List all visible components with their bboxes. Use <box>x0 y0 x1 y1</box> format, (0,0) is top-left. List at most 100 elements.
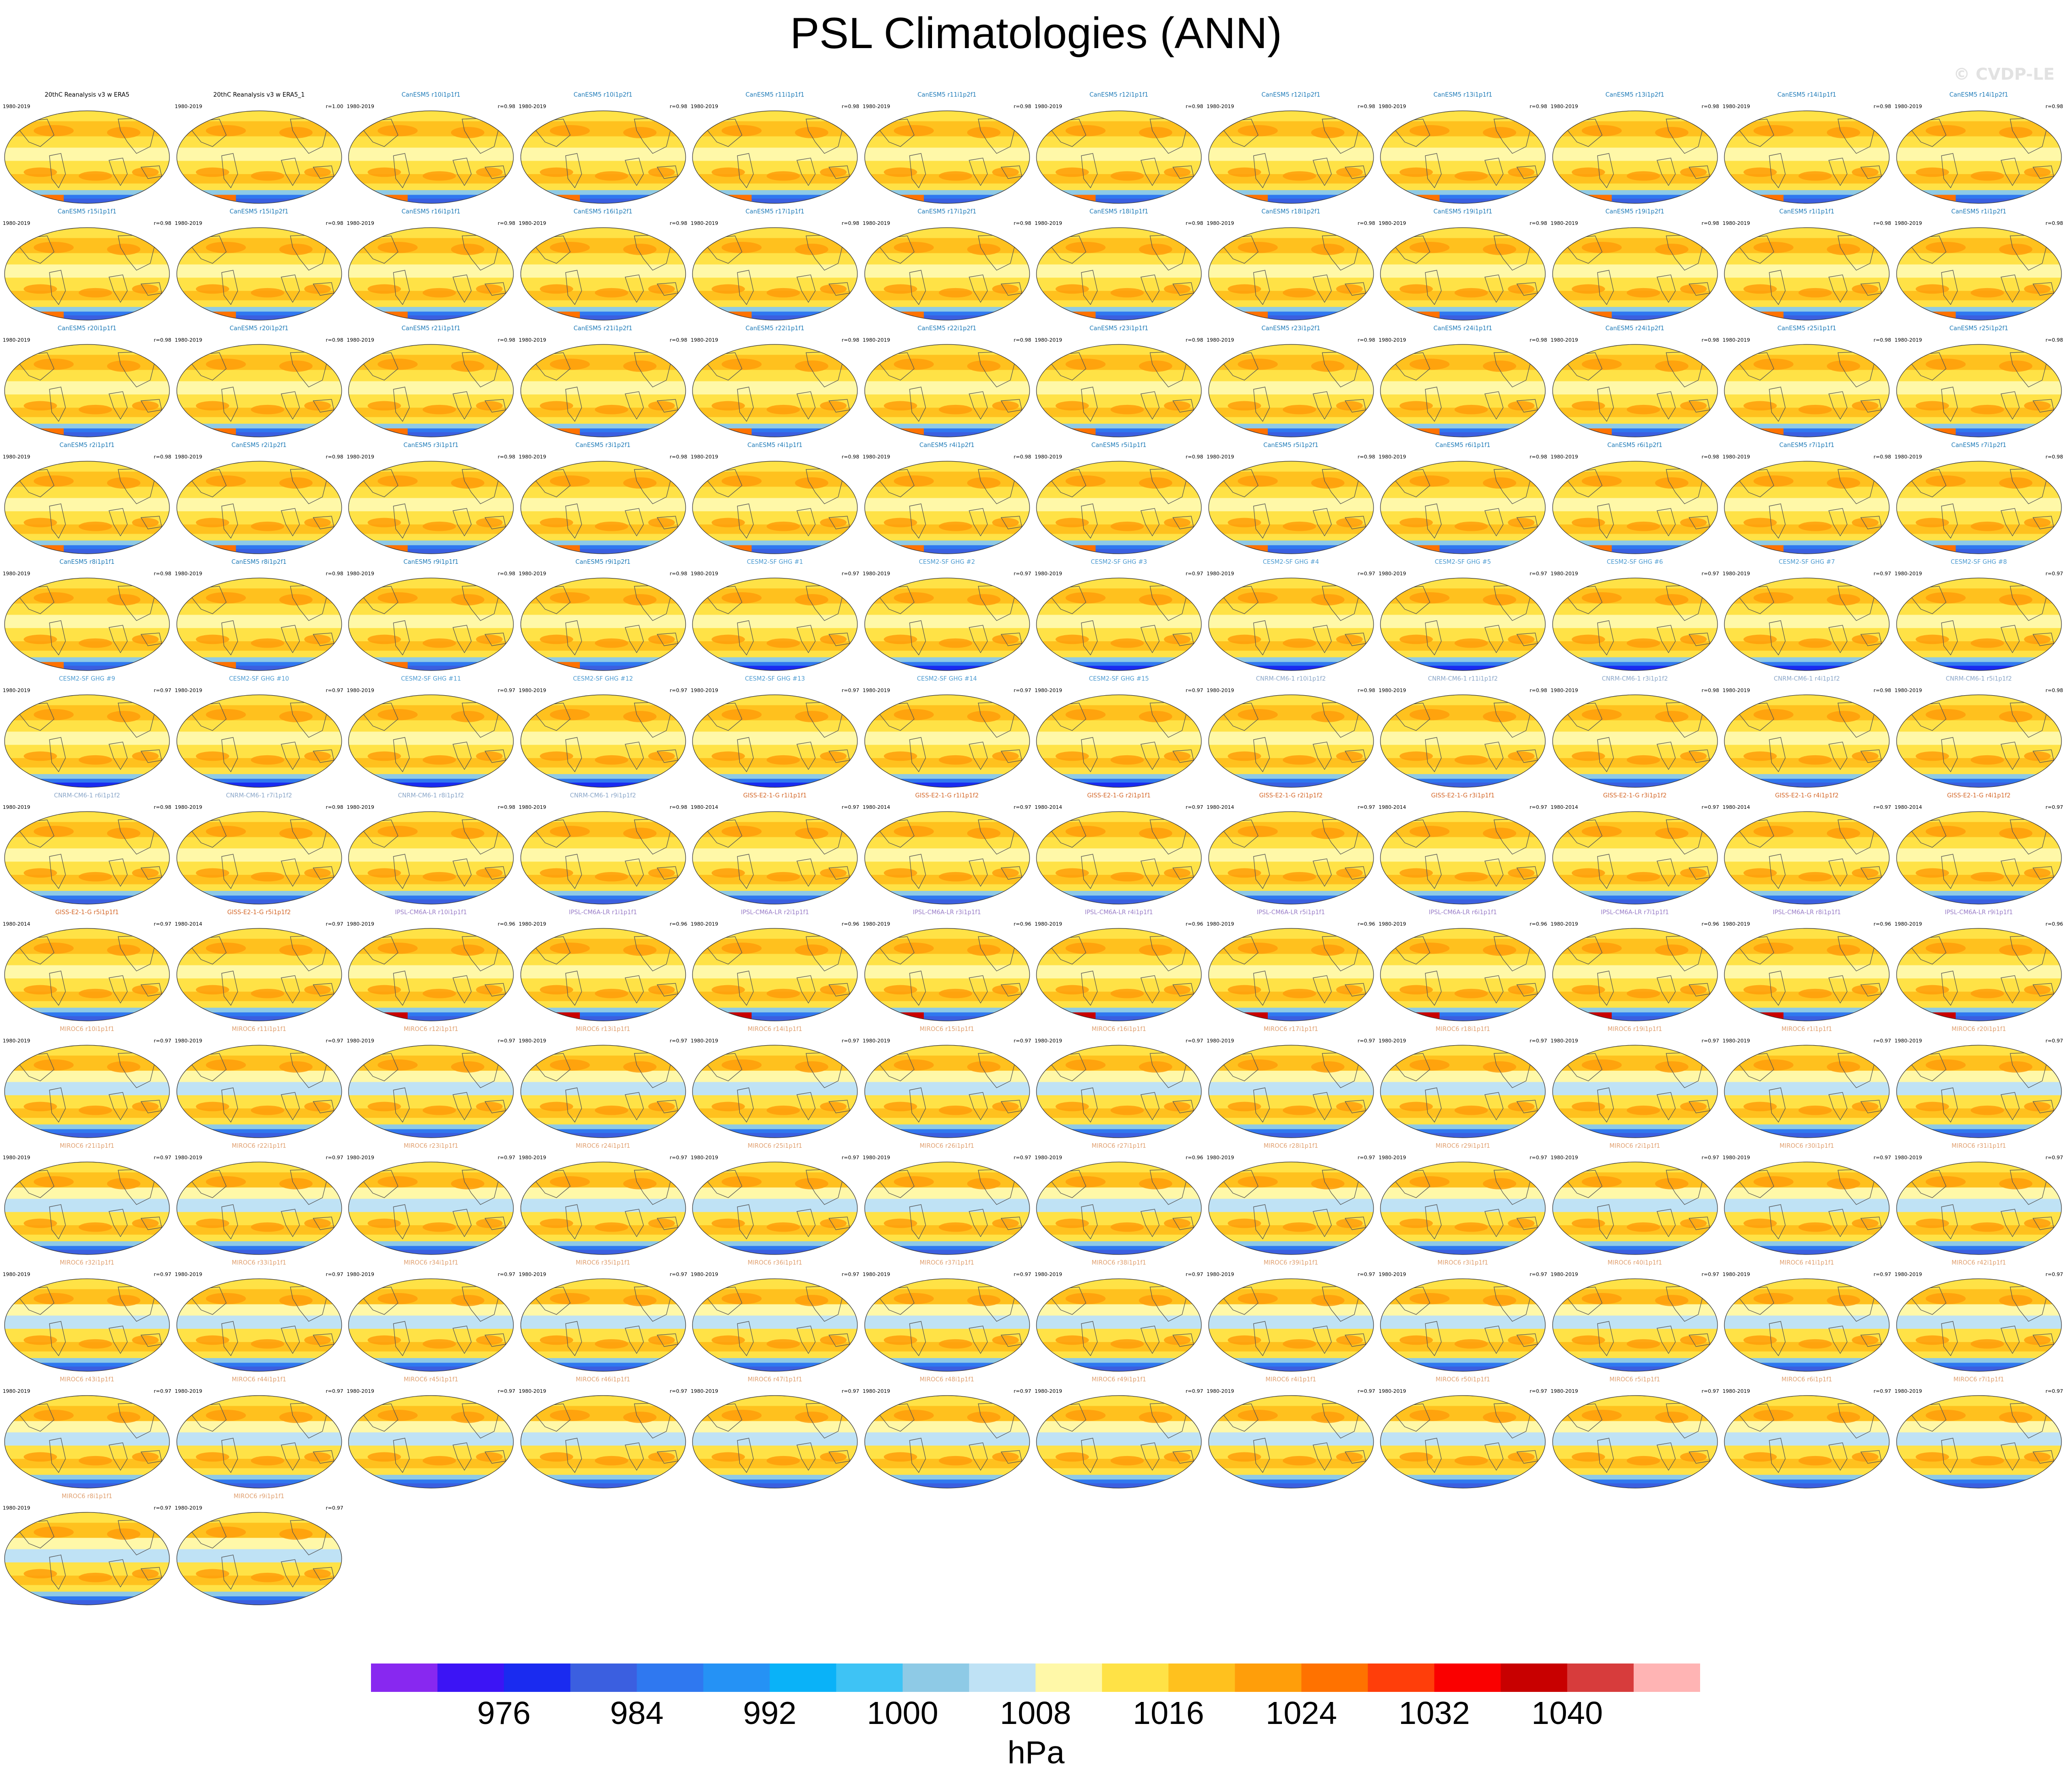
panel-title: CNRM-CM6-1 r4i1p1f2 <box>1773 676 1840 682</box>
panel-correlation: r=0.97 <box>1529 1155 1547 1161</box>
panel-years: 1980-2019 <box>862 454 890 460</box>
panel-correlation: r=0.98 <box>670 104 687 109</box>
panel-years: 1980-2019 <box>1035 921 1062 927</box>
panel-years: 1980-2019 <box>862 104 890 109</box>
panel-title: MIROC6 r34i1p1f1 <box>403 1260 458 1266</box>
panel-years: 1980-2019 <box>1723 454 1750 460</box>
panel-correlation: r=0.98 <box>670 804 687 810</box>
panel-years: 1980-2019 <box>1894 1038 1922 1044</box>
panel-title: CanESM5 r18i1p1f1 <box>1089 208 1149 215</box>
panel-correlation: r=0.98 <box>1529 454 1547 460</box>
colorbar-swatch <box>504 1663 571 1692</box>
panel-title: CanESM5 r12i1p2f1 <box>1261 92 1320 98</box>
panel-title: CanESM5 r5i1p2f1 <box>1263 442 1319 449</box>
map-panel: CanESM5 r7i1p1f1 1980-2019 r=0.98 <box>1721 442 1893 556</box>
psl-map <box>1036 227 1202 321</box>
panel-title: CanESM5 r23i1p1f1 <box>1089 325 1149 332</box>
panel-years: 1980-2019 <box>1379 337 1406 343</box>
panel-correlation: r=0.97 <box>326 921 344 927</box>
panel-title: CESM2-SF GHG #12 <box>573 676 633 682</box>
panel-title: MIROC6 r43i1p1f1 <box>60 1376 115 1383</box>
colorbar-tick-label: 1024 <box>1265 1695 1337 1731</box>
map-panel: IPSL-CM6A-LR r3i1p1f1 1980-2019 r=0.96 <box>861 909 1033 1024</box>
panel-correlation: r=0.97 <box>1873 1271 1891 1277</box>
panel-title: MIROC6 r13i1p1f1 <box>576 1026 630 1033</box>
panel-title: MIROC6 r16i1p1f1 <box>1091 1026 1146 1033</box>
psl-map <box>1036 1278 1202 1372</box>
panel-years: 1980-2019 <box>347 571 374 577</box>
map-panel: CanESM5 r24i1p1f1 1980-2019 r=0.98 <box>1377 325 1549 440</box>
panel-years: 1980-2019 <box>347 104 374 109</box>
psl-map <box>864 227 1030 321</box>
map-panel: MIROC6 r7i1p1f1 1980-2019 r=0.97 <box>1893 1376 2065 1491</box>
psl-map <box>1552 578 1718 671</box>
psl-map <box>1896 344 2062 437</box>
psl-map <box>692 1278 858 1372</box>
map-panel: CanESM5 r13i1p1f1 1980-2019 r=0.98 <box>1377 92 1549 206</box>
map-panel: CESM2-SF GHG #14 1980-2019 r=0.97 <box>861 676 1033 790</box>
psl-map <box>1724 461 1890 554</box>
map-panel: CNRM-CM6-1 r7i1p1f2 1980-2019 r=0.98 <box>173 792 345 907</box>
map-panel: CanESM5 r20i1p1f1 1980-2019 r=0.98 <box>1 325 173 440</box>
map-panel: CNRM-CM6-1 r4i1p1f2 1980-2019 r=0.98 <box>1721 676 1893 790</box>
psl-map <box>1896 811 2062 905</box>
panel-correlation: r=0.98 <box>1014 104 1031 109</box>
panel-years: 1980-2019 <box>691 921 718 927</box>
panel-title: CESM2-SF GHG #13 <box>745 676 805 682</box>
panel-correlation: r=0.97 <box>1014 1388 1031 1394</box>
panel-years: 1980-2019 <box>174 571 202 577</box>
psl-map <box>1552 1162 1718 1255</box>
map-panel: CESM2-SF GHG #5 1980-2019 r=0.97 <box>1377 559 1549 673</box>
panel-correlation: r=0.97 <box>1701 1271 1719 1277</box>
psl-map <box>520 1045 686 1138</box>
panel-title: MIROC6 r46i1p1f1 <box>576 1376 630 1383</box>
panel-correlation: r=0.98 <box>153 804 171 810</box>
psl-map <box>1896 928 2062 1021</box>
panel-years: 1980-2019 <box>518 104 546 109</box>
psl-map <box>1380 578 1546 671</box>
panel-title: GISS-E2-1-G r1i1p1f1 <box>743 792 807 799</box>
panel-title: MIROC6 r32i1p1f1 <box>60 1260 115 1266</box>
psl-map <box>692 578 858 671</box>
map-panel: CNRM-CM6-1 r11i1p1f2 1980-2019 r=0.98 <box>1377 676 1549 790</box>
panel-title: CESM2-SF GHG #6 <box>1607 559 1663 566</box>
panel-years: 1980-2019 <box>691 220 718 226</box>
panel-correlation: r=0.98 <box>841 104 859 109</box>
panel-correlation: r=0.97 <box>1014 687 1031 693</box>
psl-map <box>1724 928 1890 1021</box>
map-panel: CanESM5 r23i1p2f1 1980-2019 r=0.98 <box>1205 325 1377 440</box>
panel-years: 1980-2019 <box>347 1038 374 1044</box>
panel-years: 1980-2019 <box>1206 1155 1234 1161</box>
panel-title: MIROC6 r33i1p1f1 <box>232 1260 286 1266</box>
map-panel: MIROC6 r15i1p1f1 1980-2019 r=0.97 <box>861 1026 1033 1140</box>
panel-title: MIROC6 r27i1p1f1 <box>1091 1143 1146 1150</box>
panel-correlation: r=0.97 <box>1358 1038 1375 1044</box>
panel-years: 1980-2019 <box>174 1271 202 1277</box>
panel-years: 1980-2019 <box>862 1271 890 1277</box>
panel-correlation: r=0.98 <box>2045 337 2063 343</box>
map-panel: MIROC6 r40i1p1f1 1980-2019 r=0.97 <box>1549 1260 1721 1374</box>
panel-title: MIROC6 r3i1p1f1 <box>1437 1260 1489 1266</box>
psl-map <box>176 578 342 671</box>
panel-years: 1980-2019 <box>1035 1155 1062 1161</box>
panel-title: MIROC6 r12i1p1f1 <box>403 1026 458 1033</box>
panel-title: CNRM-CM6-1 r9i1p1f2 <box>570 792 636 799</box>
panel-correlation: r=0.98 <box>1873 220 1891 226</box>
panel-correlation: r=0.96 <box>1014 921 1031 927</box>
panel-title: MIROC6 r22i1p1f1 <box>232 1143 286 1150</box>
panel-correlation: r=0.98 <box>153 337 171 343</box>
psl-map <box>176 1512 342 1605</box>
colorbar <box>371 1663 1700 1692</box>
psl-map <box>4 1278 170 1372</box>
map-panel: CanESM5 r6i1p2f1 1980-2019 r=0.98 <box>1549 442 1721 556</box>
panel-correlation: r=0.97 <box>2045 804 2063 810</box>
panel-title: MIROC6 r48i1p1f1 <box>920 1376 974 1383</box>
panel-correlation: r=0.96 <box>1358 921 1375 927</box>
colorbar-tick-label: 1032 <box>1398 1695 1470 1731</box>
panel-correlation: r=0.98 <box>153 220 171 226</box>
map-panel: CanESM5 r4i1p2f1 1980-2019 r=0.98 <box>861 442 1033 556</box>
psl-map <box>1552 461 1718 554</box>
panel-correlation: r=0.97 <box>1185 1388 1203 1394</box>
panel-title: MIROC6 r29i1p1f1 <box>1435 1143 1490 1150</box>
panel-years: 1980-2014 <box>1035 804 1062 810</box>
